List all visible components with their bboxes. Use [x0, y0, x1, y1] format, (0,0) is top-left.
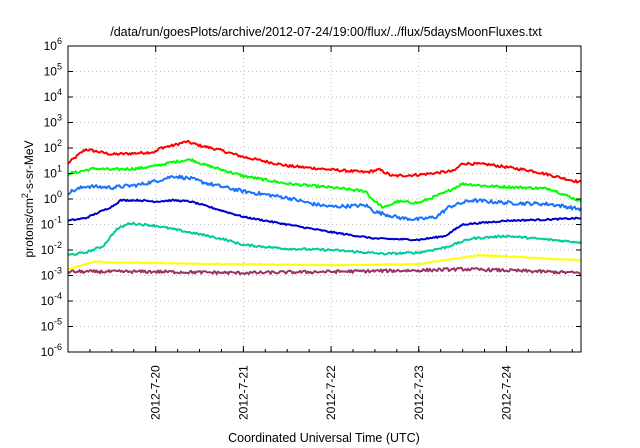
- y-tick-label: 100: [44, 189, 62, 206]
- y-tick-label: 104: [44, 87, 62, 104]
- x-tick-label: 2012-7-23: [412, 365, 426, 420]
- series-lines: [67, 140, 582, 276]
- grid: [68, 45, 581, 353]
- y-tick-label: 10-6: [41, 342, 62, 359]
- x-axis: 2012-7-20 2012-7-21 2012-7-22 2012-7-23 2012…: [67, 46, 573, 420]
- x-tick-label: 2012-7-24: [499, 365, 513, 420]
- chart-title: /data/run/goesPlots/archive/2012-07-24/1…: [110, 25, 542, 39]
- series-line-5: [67, 221, 582, 256]
- y-tick-label: 103: [44, 113, 62, 130]
- y-tick-label: 10-3: [41, 266, 62, 283]
- x-tick-label: 2012-7-22: [324, 365, 338, 420]
- x-axis-label: Coordinated Universal Time (UTC): [228, 431, 420, 445]
- y-tick-label: 106: [44, 36, 62, 53]
- x-tick-label: 2012-7-20: [149, 365, 163, 420]
- x-tick-label: 2012-7-21: [236, 365, 250, 420]
- y-axis: 10-6 10-5 10-4 10-3 10-2 10-1 100 101 102 103 104 1…: [41, 36, 581, 359]
- y-tick-label: 10-1: [41, 215, 62, 232]
- y-tick-label: 102: [44, 138, 62, 155]
- y-tick-label: 10-5: [41, 317, 62, 334]
- series-line-6: [67, 253, 582, 271]
- y-tick-label: 10-4: [41, 291, 62, 308]
- series-line-2: [67, 158, 582, 209]
- series-line-3: [67, 174, 582, 222]
- series-line-7: [67, 266, 582, 276]
- y-axis-label: protons/cm2-s-sr-MeV: [20, 140, 36, 257]
- y-tick-label: 105: [44, 62, 62, 79]
- y-tick-label: 101: [44, 164, 62, 181]
- series-line-1: [67, 140, 582, 184]
- series-line-4: [67, 198, 582, 242]
- y-tick-label: 10-2: [41, 240, 62, 257]
